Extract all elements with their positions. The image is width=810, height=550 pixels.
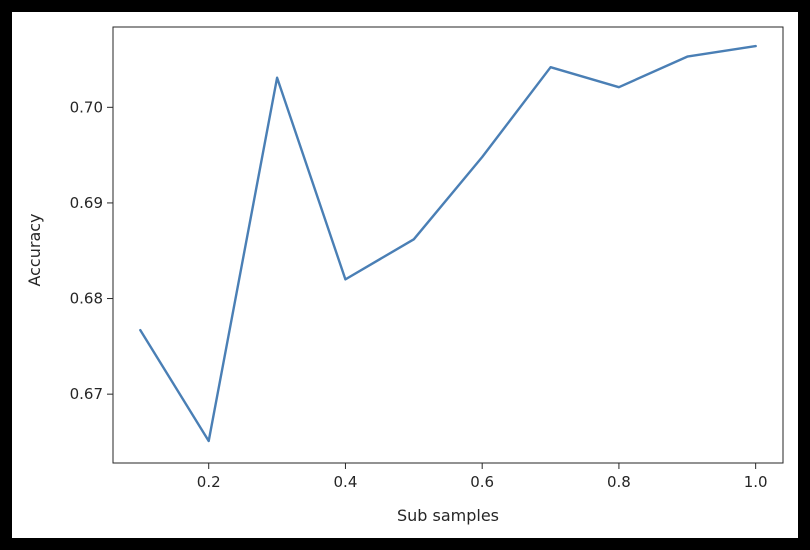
x-tick-label: 0.4: [334, 473, 358, 491]
x-tick-label: 0.6: [470, 473, 494, 491]
x-axis-label: Sub samples: [397, 506, 499, 525]
x-tick-label: 0.8: [607, 473, 631, 491]
x-tick-label: 0.2: [197, 473, 221, 491]
y-tick-label: 0.67: [70, 385, 103, 403]
x-axis-ticks: 0.2 0.4 0.6 0.8 1.0: [197, 463, 768, 491]
y-tick-label: 0.70: [70, 98, 103, 116]
series-line: [139, 44, 757, 443]
y-tick-label: 0.68: [70, 290, 103, 308]
y-tick-label: 0.69: [70, 194, 103, 212]
y-axis-ticks: 0.67 0.68 0.69 0.70: [70, 98, 113, 403]
y-axis-label: Accuracy: [25, 213, 44, 286]
series-layer: [139, 44, 757, 443]
plot-area: [112, 26, 784, 464]
x-tick-label: 1.0: [744, 473, 768, 491]
